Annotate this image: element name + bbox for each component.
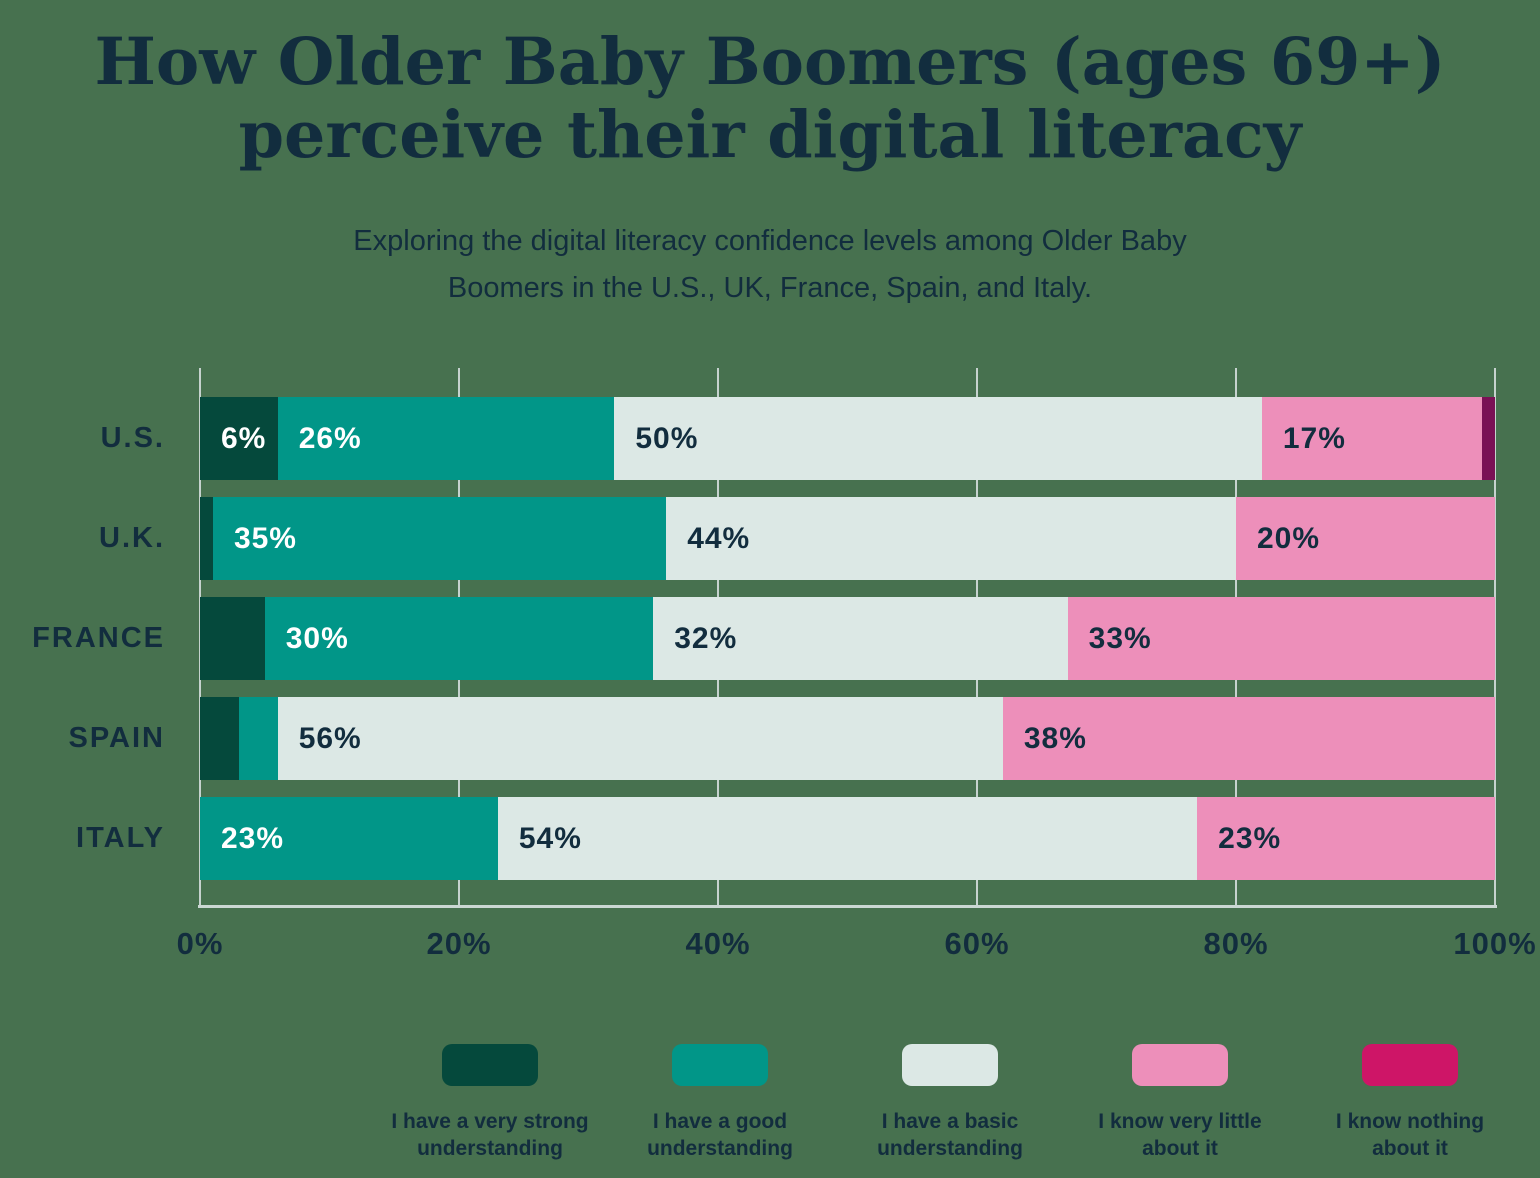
chart-title: How Older Baby Boomers (ages 69+) percei… xyxy=(0,26,1540,172)
legend-item: I have a basic understanding xyxy=(835,1044,1065,1163)
legend: I have a very strong understanding I have… xyxy=(375,1044,1525,1163)
bar-value-label: 33% xyxy=(1088,621,1152,655)
category-label-italy: ITALY xyxy=(76,822,165,854)
bar-value-label: 23% xyxy=(1218,821,1282,855)
bar-value-label: 50% xyxy=(635,421,699,455)
chart-subtitle-line1: Exploring the digital literacy confidenc… xyxy=(353,225,1187,257)
legend-item: I have a good understanding xyxy=(605,1044,835,1163)
x-axis-tick-label: 0% xyxy=(176,926,224,961)
bar-segment: 56% xyxy=(277,697,1003,780)
legend-label: I know very little about it xyxy=(1098,1110,1262,1161)
bar-segment: 20% xyxy=(1235,497,1495,580)
legend-swatch-icon xyxy=(442,1044,538,1086)
bar-row-france: 30% 32% 33% xyxy=(200,597,1495,680)
chart-subtitle-line2: Boomers in the U.S., UK, France, Spain, … xyxy=(447,271,1093,304)
legend-label: I have a basic understanding xyxy=(877,1110,1023,1161)
bar-value-label: 44% xyxy=(687,521,751,555)
legend-swatch-icon xyxy=(1132,1044,1228,1086)
bar-segment xyxy=(238,697,278,780)
bar-row-spain: 56% 38% xyxy=(200,697,1495,780)
category-label-france: FRANCE xyxy=(32,622,165,654)
bar-value-label: 23% xyxy=(221,821,285,855)
bar-segment: 38% xyxy=(1002,697,1495,780)
bar-segment: 26% xyxy=(277,397,615,480)
legend-item: I know nothing about it xyxy=(1295,1044,1525,1163)
plot-area: 0% 20% 40% 60% 80% 100% 6% 26% 50% 17% 35% 44% 20% 30… xyxy=(177,368,1536,961)
category-label-spain: SPAIN xyxy=(68,722,165,754)
bar-value-label: 26% xyxy=(298,421,362,455)
x-axis-tick-label: 40% xyxy=(685,926,751,961)
legend-label: I have a very strong understanding xyxy=(391,1110,589,1161)
bar-segment: 6% xyxy=(200,397,278,480)
bar-value-label: 6% xyxy=(221,421,267,455)
bar-row-italy: 23% 54% 23% xyxy=(200,797,1495,880)
bar-value-label: 35% xyxy=(233,521,297,555)
bar-value-label: 56% xyxy=(298,721,362,755)
bar-segment xyxy=(1482,397,1495,480)
gridline-100 xyxy=(1494,368,1496,908)
bar-segment: 30% xyxy=(264,597,654,680)
x-axis-line xyxy=(198,905,1497,908)
bar-segment: 50% xyxy=(614,397,1262,480)
bar-value-label: 54% xyxy=(518,821,582,855)
legend-item: I know very little about it xyxy=(1065,1044,1295,1163)
bar-value-label: 32% xyxy=(674,621,738,655)
bar-value-label: 17% xyxy=(1282,421,1346,455)
bar-value-label: 38% xyxy=(1023,721,1087,755)
bar-value-label: 20% xyxy=(1256,521,1321,555)
bar-segment: 54% xyxy=(497,797,1198,880)
bar-segment: 17% xyxy=(1261,397,1483,480)
bar-segment xyxy=(200,697,239,780)
bar-value-label: 30% xyxy=(285,621,349,655)
chart-title-line2: perceive their digital literacy xyxy=(238,96,1302,173)
bar-segment: 23% xyxy=(1197,797,1495,880)
legend-label: I have a good understanding xyxy=(647,1110,793,1161)
x-axis-tick-label: 60% xyxy=(944,926,1010,961)
category-label-uk: U.K. xyxy=(99,522,165,554)
bar-segment xyxy=(200,497,213,580)
bar-segment: 33% xyxy=(1067,597,1495,680)
legend-swatch-icon xyxy=(672,1044,768,1086)
x-axis-tick-label: 20% xyxy=(426,926,492,961)
legend-item: I have a very strong understanding xyxy=(375,1044,605,1163)
bar-segment: 35% xyxy=(212,497,667,580)
chart-subtitle: Exploring the digital literacy confidenc… xyxy=(0,218,1540,312)
x-axis-tick-label: 100% xyxy=(1453,926,1537,961)
legend-swatch-icon xyxy=(902,1044,998,1086)
legend-label: I know nothing about it xyxy=(1335,1110,1485,1161)
bar-segment: 23% xyxy=(200,797,498,880)
bar-segment: 32% xyxy=(653,597,1068,680)
category-label-us: U.S. xyxy=(100,422,165,454)
bar-row-us: 6% 26% 50% 17% xyxy=(200,397,1495,480)
bar-segment: 44% xyxy=(666,497,1236,580)
bar-row-uk: 35% 44% 20% xyxy=(200,497,1495,580)
legend-swatch-icon xyxy=(1362,1044,1458,1086)
chart-title-line1: How Older Baby Boomers (ages 69+) xyxy=(94,24,1446,100)
bar-segment xyxy=(200,597,265,680)
x-axis-tick-label: 80% xyxy=(1203,926,1269,961)
